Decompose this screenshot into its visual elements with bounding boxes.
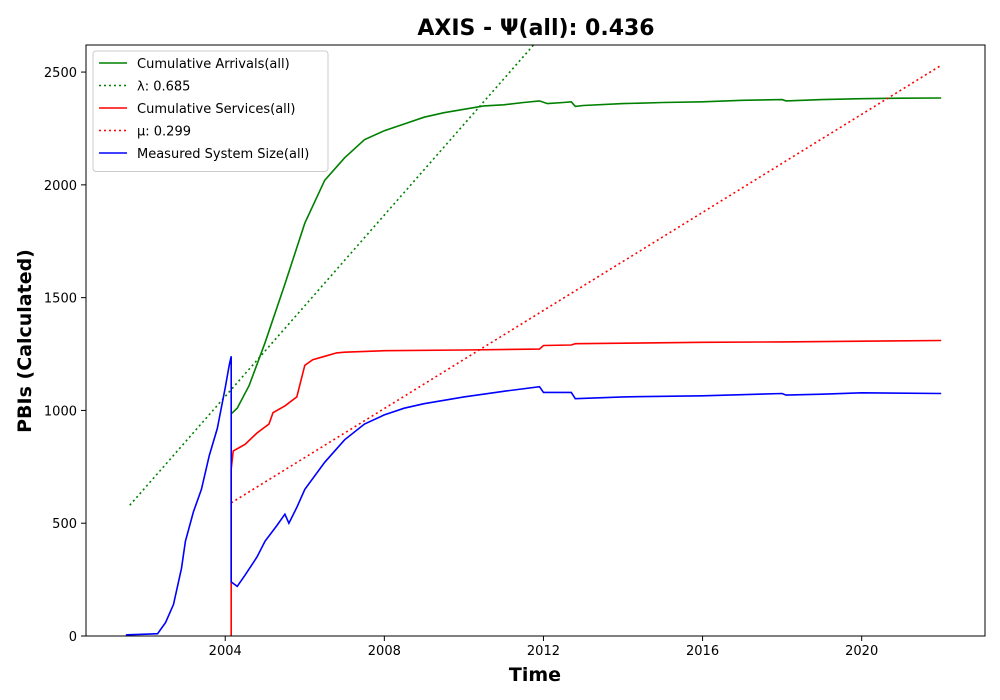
y-tick-label: 1500 — [44, 292, 77, 307]
x-tick-label: 2008 — [368, 644, 401, 659]
plot-content — [125, 45, 942, 636]
y-tick-label: 1000 — [44, 404, 77, 419]
series-line-3 — [230, 64, 942, 504]
legend-entry: μ: 0.299 — [137, 125, 191, 140]
legend-entry: λ: 0.685 — [137, 80, 190, 95]
legend-entry: Cumulative Services(all) — [137, 102, 295, 117]
chart-title: AXIS - Ψ(all): 0.436 — [417, 16, 654, 41]
series-line-1 — [129, 45, 535, 506]
series-line-4 — [125, 356, 942, 636]
x-axis-label: Time — [509, 664, 561, 686]
legend: Cumulative Arrivals(all) λ: 0.685 Cumulati… — [92, 50, 329, 172]
x-tick-label: 2004 — [209, 644, 242, 659]
legend-box — [92, 50, 329, 172]
x-tick-label: 2012 — [527, 644, 560, 659]
x-tick-label: 2016 — [686, 644, 719, 659]
legend-entry: Cumulative Arrivals(all) — [137, 57, 290, 72]
x-axis: 2004 2008 2012 2016 2020 — [209, 636, 878, 659]
y-tick-label: 2000 — [44, 179, 77, 194]
series-line-0 — [230, 97, 942, 415]
x-tick-label: 2020 — [845, 644, 878, 659]
plot-frame — [85, 44, 986, 637]
legend-entry: Measured System Size(all) — [137, 147, 309, 162]
y-tick-label: 2500 — [44, 66, 77, 81]
y-tick-label: 0 — [69, 630, 77, 645]
y-axis: 0 500 1000 1500 2000 2500 — [44, 66, 86, 645]
series-line-2 — [230, 339, 942, 636]
y-axis-label: PBIs (Calculated) — [14, 249, 36, 433]
y-tick-label: 500 — [52, 517, 77, 532]
